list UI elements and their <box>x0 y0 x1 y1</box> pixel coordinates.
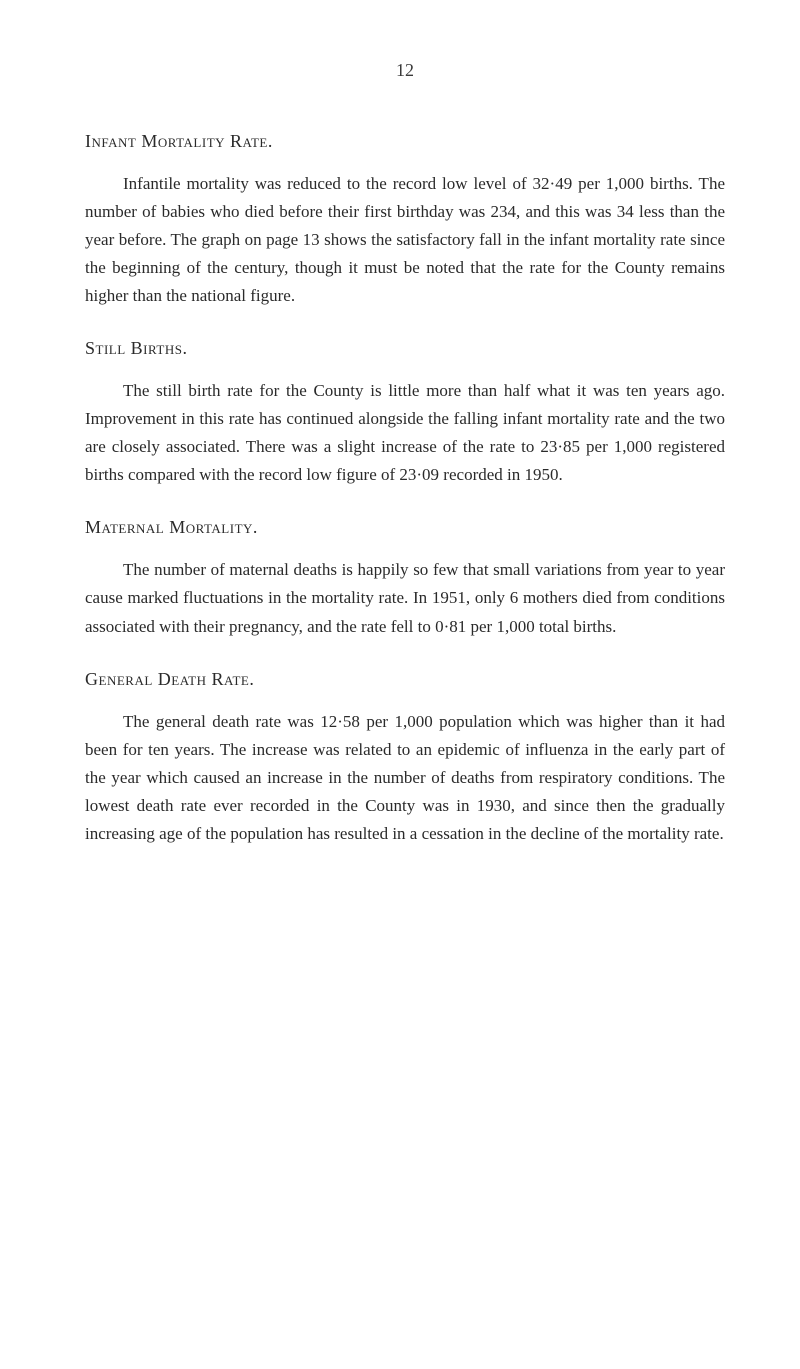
paragraph-still-births: The still birth rate for the County is l… <box>85 377 725 489</box>
page-number: 12 <box>85 60 725 81</box>
paragraph-general-death-rate: The general death rate was 12·58 per 1,0… <box>85 708 725 848</box>
paragraph-maternal-mortality: The number of maternal deaths is happily… <box>85 556 725 640</box>
section-heading-general-death-rate: General Death Rate. <box>85 669 725 690</box>
paragraph-infant-mortality: Infantile mortality was reduced to the r… <box>85 170 725 310</box>
section-heading-maternal-mortality: Maternal Mortality. <box>85 517 725 538</box>
section-heading-still-births: Still Births. <box>85 338 725 359</box>
section-heading-infant-mortality: Infant Mortality Rate. <box>85 131 725 152</box>
